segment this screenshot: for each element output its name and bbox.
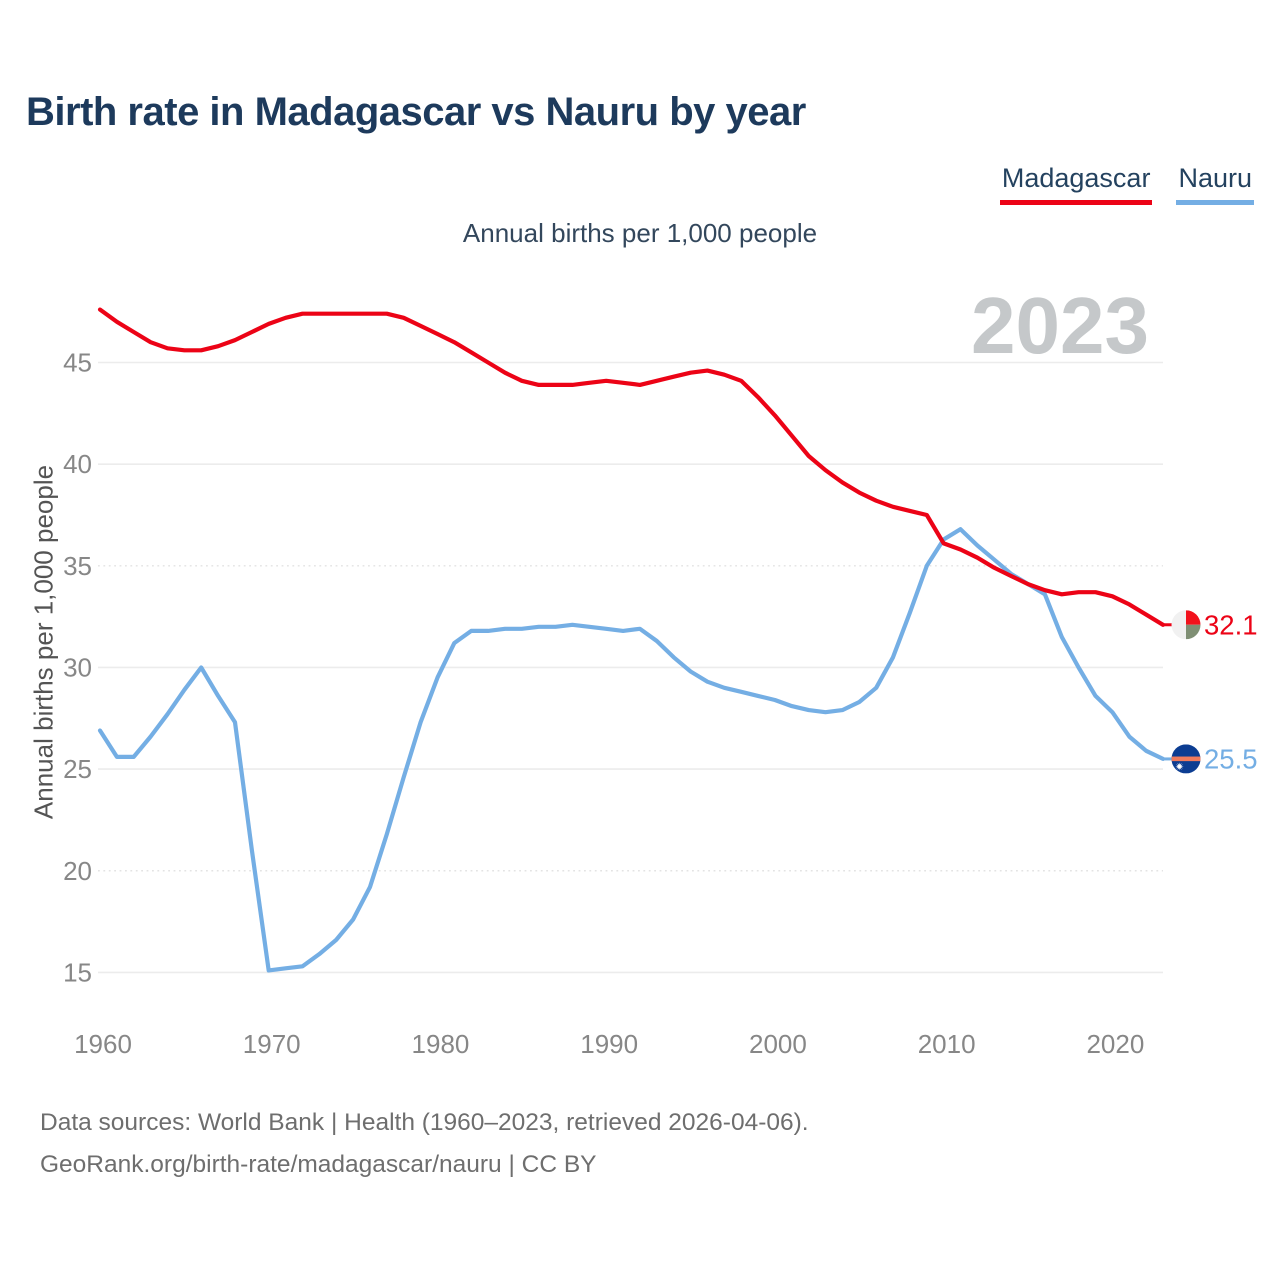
madagascar-flag-icon [1171, 610, 1201, 640]
footer-sources: Data sources: World Bank | Health (1960–… [40, 1109, 809, 1136]
footer: Data sources: World Bank | Health (1960–… [40, 1102, 809, 1186]
x-tick-label: 2000 [749, 1029, 807, 1059]
chart-subtitle: Annual births per 1,000 people [462, 218, 818, 248]
y-tick-label: 45 [63, 348, 92, 378]
nauru-flag-icon [1171, 744, 1201, 774]
watermark-year: 2023 [971, 281, 1149, 370]
footer-link: GeoRank.org/birth-rate/madagascar/nauru … [40, 1151, 597, 1178]
series-line-madagascar[interactable] [97, 307, 1166, 627]
y-tick-label: 25 [63, 754, 92, 784]
x-tick-label: 1980 [412, 1029, 470, 1059]
end-label-madagascar: 32.1 [1204, 609, 1258, 640]
legend: Madagascar Nauru [999, 163, 1254, 205]
y-tick-label: 35 [63, 551, 92, 581]
legend-item-madagascar[interactable]: Madagascar [999, 163, 1153, 205]
page-title: Birth rate in Madagascar vs Nauru by yea… [26, 90, 806, 134]
y-tick-label: 15 [63, 957, 92, 987]
x-tick-label: 1960 [74, 1029, 132, 1059]
end-label-nauru: 25.5 [1204, 743, 1258, 774]
x-tick-label: 1990 [580, 1029, 638, 1059]
y-tick-label: 30 [63, 652, 92, 682]
x-tick-label: 2020 [1086, 1029, 1144, 1059]
series-line-nauru[interactable] [97, 527, 1166, 973]
legend-item-nauru[interactable]: Nauru [1176, 163, 1254, 205]
y-tick-label: 20 [63, 856, 92, 886]
line-chart: 15 20 25 30 35 40 45 1960 1970 1980 1990 2000 2010 20… [63, 307, 1258, 1059]
x-tick-label: 2010 [918, 1029, 976, 1059]
x-tick-label: 1970 [243, 1029, 301, 1059]
y-tick-label: 40 [63, 449, 92, 479]
